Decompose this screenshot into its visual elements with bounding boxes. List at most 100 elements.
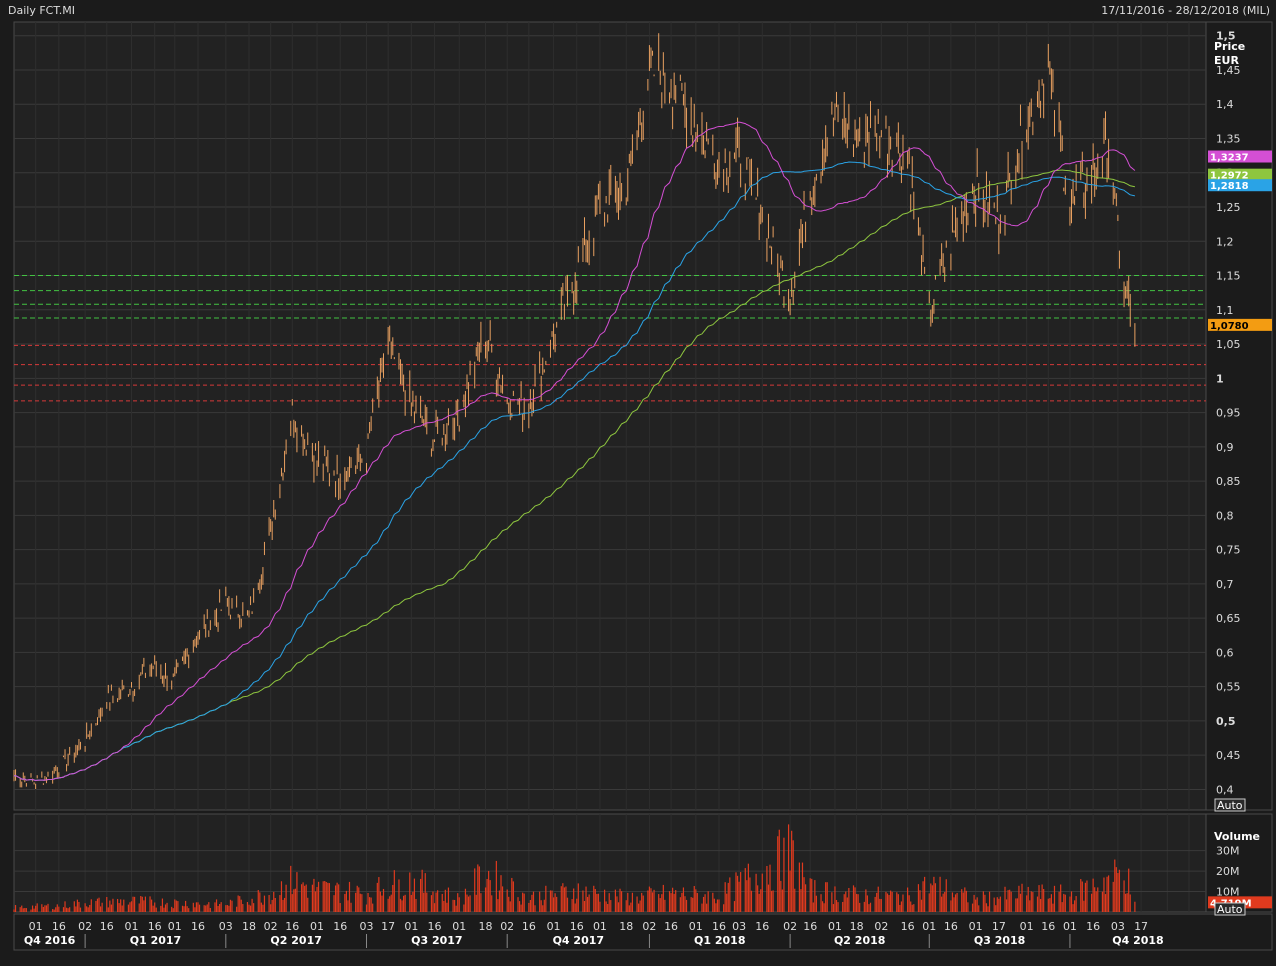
date-tick-label: 16 — [570, 920, 584, 933]
price-tick-label: 1,4 — [1216, 98, 1234, 111]
date-tick-label: 16 — [52, 920, 66, 933]
date-tick-label: 18 — [619, 920, 633, 933]
chart-title: Daily FCT.MI — [8, 4, 75, 17]
last-price-tag — [1208, 318, 1272, 331]
moving-average-value: 1,2818 — [1210, 181, 1249, 192]
price-tick-label: 1,45 — [1216, 64, 1241, 77]
date-tick-label: 16 — [901, 920, 915, 933]
date-axis-panel — [13, 913, 1273, 951]
date-tick-label: 01 — [689, 920, 703, 933]
date-tick-label: 16 — [803, 920, 817, 933]
volume-axis-panel — [1205, 813, 1273, 913]
date-tick-label: 01 — [310, 920, 324, 933]
date-tick-label: 01 — [969, 920, 983, 933]
date-tick-label: 16 — [1041, 920, 1055, 933]
quarter-label: Q4 2018 — [1112, 934, 1163, 947]
date-tick-label: 03 — [359, 920, 373, 933]
price-tick-label: 1,5 — [1216, 30, 1236, 43]
date-tick-label: 02 — [264, 920, 278, 933]
date-tick-label: 02 — [874, 920, 888, 933]
date-tick-label: 16 — [712, 920, 726, 933]
price-tick-label: 1,2 — [1216, 235, 1234, 248]
date-tick-label: 18 — [479, 920, 493, 933]
moving-average-value-tag — [1208, 150, 1272, 163]
price-tick-label: 0,8 — [1216, 509, 1234, 522]
date-tick-label: 16 — [148, 920, 162, 933]
date-tick-label: 01 — [828, 920, 842, 933]
price-auto-label: Auto — [1217, 799, 1243, 812]
price-tick-label: 0,75 — [1216, 544, 1241, 557]
price-axis-unit: EUR — [1214, 54, 1239, 67]
date-tick-label: 01 — [922, 920, 936, 933]
date-tick-label: 01 — [1020, 920, 1034, 933]
price-axis-title: Price — [1214, 40, 1245, 53]
price-tick-label: 1,1 — [1216, 304, 1234, 317]
quarter-label: Q1 2018 — [694, 934, 745, 947]
price-tick-label: 0,6 — [1216, 646, 1234, 659]
date-tick-label: 17 — [992, 920, 1006, 933]
date-tick-label: 02 — [783, 920, 797, 933]
date-tick-label: 01 — [1063, 920, 1077, 933]
date-tick-label: 02 — [642, 920, 656, 933]
price-tick-label: 0,85 — [1216, 475, 1241, 488]
volume-axis-title: Volume — [1214, 830, 1260, 843]
price-tick-label: 0,65 — [1216, 612, 1241, 625]
date-tick-label: 16 — [755, 920, 769, 933]
price-tick-label: 1,25 — [1216, 201, 1241, 214]
date-tick-label: 01 — [404, 920, 418, 933]
date-tick-label: 16 — [333, 920, 347, 933]
last-price-value: 1,0780 — [1210, 321, 1249, 332]
quarter-label: Q1 2017 — [130, 934, 181, 947]
date-tick-label: 01 — [593, 920, 607, 933]
volume-tick-label: 30M — [1216, 845, 1240, 858]
moving-average-value-tag — [1208, 179, 1272, 192]
price-tick-label: 0,95 — [1216, 407, 1241, 420]
price-tick-label: 1,35 — [1216, 132, 1241, 145]
quarter-label: Q4 2017 — [553, 934, 604, 947]
date-tick-label: 16 — [285, 920, 299, 933]
price-tick-label: 0,45 — [1216, 749, 1241, 762]
date-tick-label: 01 — [547, 920, 561, 933]
date-range: 17/11/2016 - 28/12/2018 (MIL) — [1101, 4, 1270, 17]
date-tick-label: 03 — [219, 920, 233, 933]
price-plot-area — [13, 21, 1207, 811]
price-tick-label: 1 — [1216, 372, 1224, 385]
volume-plot-area — [13, 813, 1207, 913]
price-auto-button[interactable] — [1214, 798, 1246, 812]
date-tick-label: 01 — [168, 920, 182, 933]
volume-auto-button[interactable] — [1214, 902, 1246, 916]
quarter-label: Q3 2017 — [411, 934, 462, 947]
volume-tick-label: 20M — [1216, 865, 1240, 878]
date-tick-label: 18 — [242, 920, 256, 933]
date-tick-label: 16 — [522, 920, 536, 933]
date-tick-label: 18 — [850, 920, 864, 933]
date-tick-label: 01 — [29, 920, 43, 933]
date-tick-label: 17 — [381, 920, 395, 933]
date-tick-label: 16 — [191, 920, 205, 933]
moving-average-short-line — [13, 121, 1136, 782]
moving-average-mid-line — [13, 161, 1136, 782]
date-tick-label: 02 — [78, 920, 92, 933]
date-tick-label: 16 — [428, 920, 442, 933]
price-tick-label: 0,7 — [1216, 578, 1234, 591]
date-tick-label: 16 — [944, 920, 958, 933]
date-tick-label: 01 — [452, 920, 466, 933]
date-tick-label: 03 — [1111, 920, 1125, 933]
moving-average-value: 1,3237 — [1210, 153, 1249, 164]
date-tick-label: 02 — [500, 920, 514, 933]
price-tick-label: 0,4 — [1216, 783, 1234, 796]
price-tick-label: 0,9 — [1216, 441, 1234, 454]
moving-average-value: 1,2972 — [1210, 171, 1249, 182]
date-tick-label: 03 — [732, 920, 746, 933]
date-tick-label: 16 — [100, 920, 114, 933]
volume-auto-label: Auto — [1217, 903, 1243, 916]
price-tick-label: 0,5 — [1216, 715, 1236, 728]
price-tick-label: 1,15 — [1216, 270, 1241, 283]
quarter-label: Q2 2017 — [270, 934, 321, 947]
price-tick-label: 0,55 — [1216, 681, 1241, 694]
date-tick-label: 16 — [1086, 920, 1100, 933]
quarter-label: Q2 2018 — [834, 934, 885, 947]
quarter-label: Q3 2018 — [974, 934, 1025, 947]
